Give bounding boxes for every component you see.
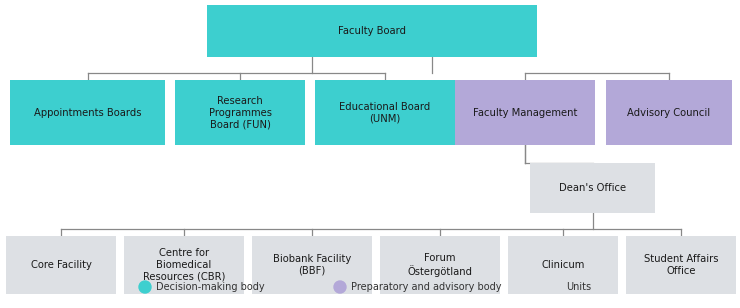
Text: Faculty Management: Faculty Management xyxy=(473,107,577,117)
Text: Forum
Östergötland: Forum Östergötland xyxy=(408,253,473,277)
Circle shape xyxy=(334,281,346,293)
Circle shape xyxy=(139,281,151,293)
FancyBboxPatch shape xyxy=(6,236,116,294)
Text: Clinicum: Clinicum xyxy=(542,260,585,270)
FancyBboxPatch shape xyxy=(207,5,537,57)
Text: Faculty Board: Faculty Board xyxy=(338,26,406,36)
FancyBboxPatch shape xyxy=(10,80,165,145)
Text: Centre for
Biomedical
Resources (CBR): Centre for Biomedical Resources (CBR) xyxy=(143,248,225,282)
FancyBboxPatch shape xyxy=(315,80,455,145)
FancyBboxPatch shape xyxy=(124,236,244,294)
Text: Appointments Boards: Appointments Boards xyxy=(34,107,141,117)
FancyBboxPatch shape xyxy=(455,80,595,145)
FancyBboxPatch shape xyxy=(606,80,732,145)
Text: Dean's Office: Dean's Office xyxy=(559,183,626,193)
Text: Advisory Council: Advisory Council xyxy=(628,107,710,117)
Text: Biobank Facility
(BBF): Biobank Facility (BBF) xyxy=(273,254,351,276)
FancyBboxPatch shape xyxy=(508,236,618,294)
Text: Educational Board
(UNM): Educational Board (UNM) xyxy=(340,102,431,123)
Text: Research
Programmes
Board (FUN): Research Programmes Board (FUN) xyxy=(209,96,272,129)
FancyBboxPatch shape xyxy=(626,236,736,294)
Text: Units: Units xyxy=(566,282,591,292)
Circle shape xyxy=(549,281,561,293)
Text: Decision-making body: Decision-making body xyxy=(156,282,265,292)
Text: Core Facility: Core Facility xyxy=(30,260,92,270)
FancyBboxPatch shape xyxy=(530,163,655,213)
FancyBboxPatch shape xyxy=(252,236,372,294)
FancyBboxPatch shape xyxy=(175,80,305,145)
Text: Preparatory and advisory body: Preparatory and advisory body xyxy=(351,282,502,292)
Text: Student Affairs
Office: Student Affairs Office xyxy=(644,254,719,276)
FancyBboxPatch shape xyxy=(380,236,500,294)
